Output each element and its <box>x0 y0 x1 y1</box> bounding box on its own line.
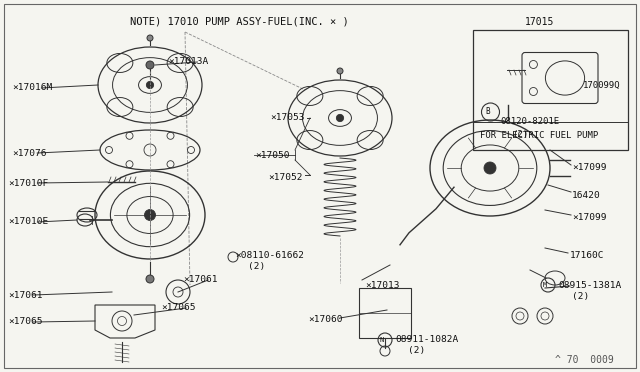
Text: ×17050: ×17050 <box>255 151 289 160</box>
Ellipse shape <box>484 162 496 174</box>
Text: FOR ELECTRIC FUEL PUMP: FOR ELECTRIC FUEL PUMP <box>481 131 599 141</box>
Text: 08120-8201E: 08120-8201E <box>500 118 559 126</box>
Text: (2): (2) <box>572 292 589 301</box>
Text: ×17099: ×17099 <box>572 214 607 222</box>
Text: 170099Q: 170099Q <box>582 80 620 90</box>
Bar <box>472 30 627 150</box>
Text: ×17061: ×17061 <box>8 291 42 299</box>
Text: ×17010F: ×17010F <box>8 179 48 187</box>
Text: ×17065: ×17065 <box>8 317 42 327</box>
Text: 08911-1082A: 08911-1082A <box>395 336 458 344</box>
Ellipse shape <box>147 35 153 41</box>
Text: ×17053: ×17053 <box>270 113 305 122</box>
Text: (2): (2) <box>408 346 425 356</box>
Ellipse shape <box>146 61 154 69</box>
Text: N: N <box>380 337 384 343</box>
Text: ×17076: ×17076 <box>12 148 47 157</box>
Text: 16420: 16420 <box>572 190 601 199</box>
Bar <box>359 288 411 338</box>
Text: ×17065: ×17065 <box>161 304 195 312</box>
Ellipse shape <box>337 114 344 122</box>
Text: B: B <box>485 108 490 116</box>
Text: ×17013: ×17013 <box>365 280 399 289</box>
Ellipse shape <box>147 81 154 89</box>
Text: ×17099: ×17099 <box>572 164 607 173</box>
Text: ×17052: ×17052 <box>268 173 303 183</box>
Text: M: M <box>543 282 547 288</box>
Text: NOTE) 17010 PUMP ASSY-FUEL(INC. × ): NOTE) 17010 PUMP ASSY-FUEL(INC. × ) <box>130 17 349 27</box>
Ellipse shape <box>337 68 343 74</box>
Text: ×17060: ×17060 <box>308 315 342 324</box>
Text: (2): (2) <box>513 129 529 138</box>
Text: 08915-1381A: 08915-1381A <box>558 280 621 289</box>
Ellipse shape <box>146 275 154 283</box>
Text: (2): (2) <box>248 262 265 270</box>
Text: 17015: 17015 <box>525 17 554 27</box>
Ellipse shape <box>145 209 156 221</box>
Text: ×08110-61662: ×08110-61662 <box>235 250 304 260</box>
Text: ×17016M: ×17016M <box>12 83 52 93</box>
Text: ×17061: ×17061 <box>183 276 218 285</box>
Text: 17160C: 17160C <box>570 251 605 260</box>
Text: ×17013A: ×17013A <box>168 58 208 67</box>
Text: ^ 70  0009: ^ 70 0009 <box>555 355 614 365</box>
Text: ×17010E: ×17010E <box>8 218 48 227</box>
